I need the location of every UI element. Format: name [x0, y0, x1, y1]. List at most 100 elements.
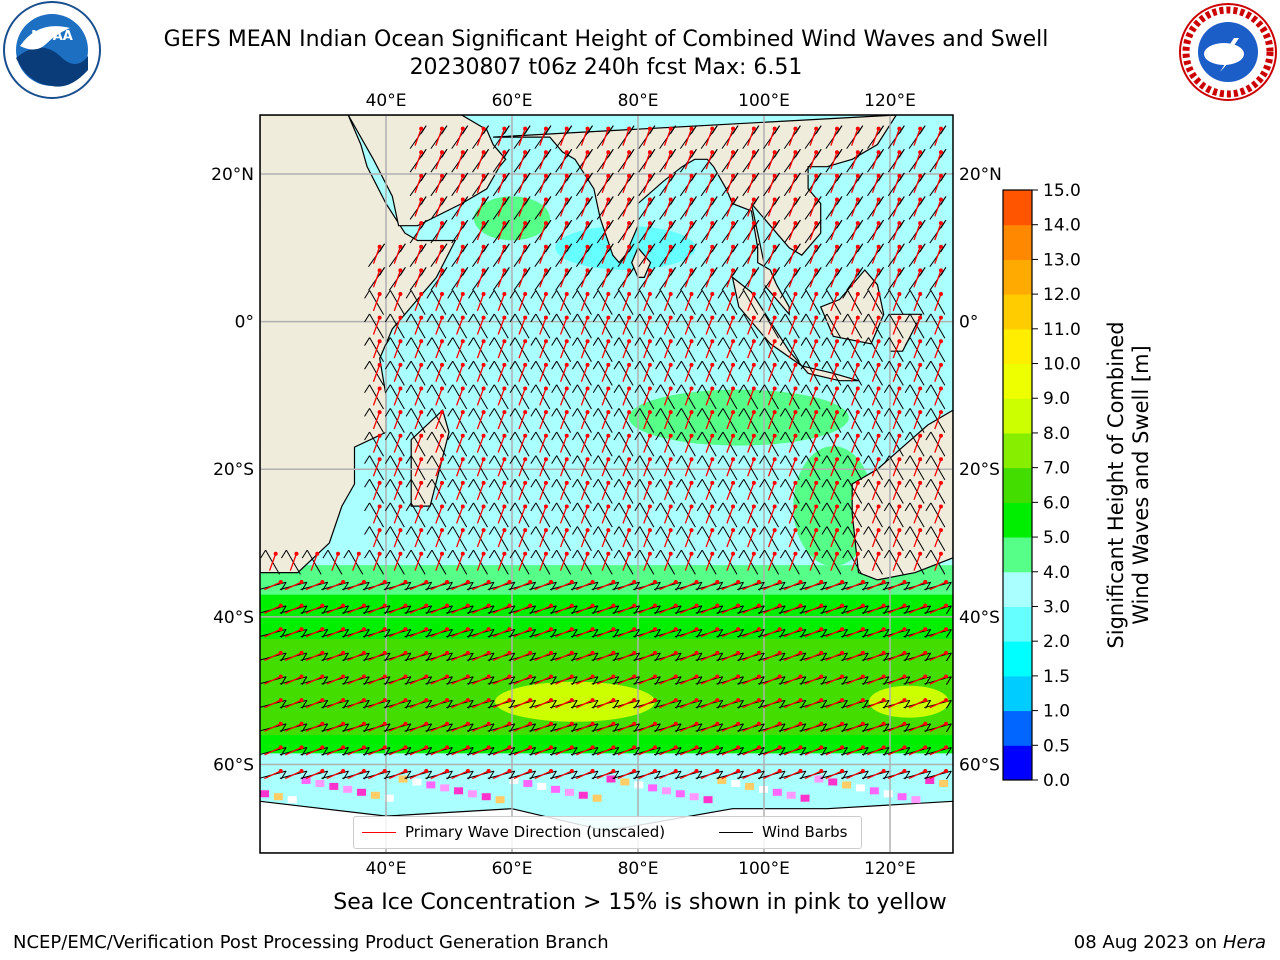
- wind-barb-flag: [384, 408, 391, 417]
- wave-direction-arrow: [347, 746, 365, 756]
- wave-direction-arrowhead: [938, 126, 943, 131]
- wave-direction-arrow: [788, 128, 797, 146]
- wave-direction-arrowhead: [647, 150, 652, 155]
- wave-direction-arrowhead: [918, 150, 923, 155]
- wave-direction-arrowhead: [694, 698, 699, 703]
- wind-barb-flag: [488, 478, 495, 488]
- wave-direction-arrow: [643, 506, 651, 524]
- wave-direction-arrowhead: [502, 268, 507, 273]
- wave-direction-arrow: [622, 553, 630, 571]
- wave-direction-arrow: [534, 652, 552, 662]
- wave-direction-arrow: [851, 222, 859, 241]
- wind-barb-flag: [655, 526, 662, 535]
- wave-direction-arrow: [518, 388, 526, 406]
- wave-direction-arrow: [913, 152, 921, 170]
- wind-barb-flag: [863, 313, 869, 323]
- wave-direction-arrow: [580, 293, 589, 312]
- wave-direction-arrowhead: [918, 480, 923, 485]
- wind-barb-flag: [945, 723, 952, 733]
- wave-direction-arrowhead: [668, 528, 673, 533]
- wave-direction-arrow: [622, 152, 630, 170]
- wind-barb-flag: [842, 431, 849, 441]
- wave-direction-arrow: [913, 459, 921, 477]
- legend-wind-barbs-swatch: [719, 832, 753, 833]
- wave-direction-arrowhead: [668, 244, 673, 249]
- wind-barb-flag: [717, 502, 724, 512]
- wind-barb-flag: [738, 526, 745, 535]
- wave-direction-arrowhead: [710, 315, 715, 320]
- wave-direction-arrowhead: [876, 126, 881, 131]
- wave-direction-arrowhead: [902, 698, 907, 703]
- wave-direction-arrow: [638, 699, 656, 709]
- colorbar-frame: [1002, 189, 1033, 781]
- wind-barb-flag: [462, 149, 469, 158]
- wave-direction-arrow: [596, 675, 614, 685]
- wave-direction-arrow: [513, 699, 531, 709]
- wave-direction-arrowhead: [756, 627, 761, 632]
- wave-direction-arrow: [539, 270, 547, 288]
- wave-direction-arrowhead: [377, 315, 382, 320]
- wind-barb-flag: [405, 478, 412, 488]
- wave-direction-arrowhead: [419, 386, 424, 391]
- wave-direction-arrowhead: [751, 221, 756, 226]
- wave-direction-arrow: [414, 341, 422, 359]
- wave-direction-arrow: [934, 199, 942, 217]
- wave-direction-arrowhead: [798, 674, 803, 679]
- wave-direction-arrow: [368, 605, 385, 614]
- wave-direction-arrowhead: [918, 339, 923, 344]
- wave-direction-arrowhead: [481, 126, 486, 131]
- wave-direction-arrow: [456, 317, 464, 335]
- wave-direction-arrow: [705, 246, 713, 264]
- wind-barb-flag: [774, 196, 781, 205]
- wave-direction-arrowhead: [606, 386, 611, 391]
- wind-barb-flag: [800, 455, 807, 464]
- wind-barb-flag: [655, 313, 662, 323]
- wave-direction-arrow: [435, 482, 443, 501]
- wind-barb-flag: [898, 219, 905, 229]
- wave-direction-arrow: [326, 581, 344, 591]
- wave-direction-arrowhead: [673, 698, 678, 703]
- wave-direction-arrowhead: [860, 580, 865, 585]
- wave-direction-arrow: [596, 581, 614, 591]
- wave-direction-arrowhead: [564, 480, 569, 485]
- wave-direction-arrowhead: [382, 627, 387, 632]
- wave-direction-arrowhead: [460, 268, 465, 273]
- wind-barb-flag: [420, 219, 427, 229]
- wind-barb-flag: [675, 313, 682, 323]
- wave-direction-arrowhead: [689, 126, 694, 131]
- wave-direction-arrow: [393, 364, 402, 382]
- wave-direction-arrowhead: [528, 580, 533, 585]
- wave-direction-arrow: [435, 222, 443, 241]
- wave-direction-arrowhead: [481, 315, 486, 320]
- wind-barb-flag: [364, 337, 370, 346]
- wave-direction-arrowhead: [647, 268, 652, 273]
- wave-direction-arrowhead: [398, 504, 403, 509]
- wave-direction-arrowhead: [278, 745, 283, 750]
- wind-barb-flag: [462, 219, 469, 229]
- wave-direction-arrowhead: [840, 768, 845, 773]
- wave-direction-arrowhead: [793, 197, 798, 202]
- wind-barb-flag: [405, 313, 412, 323]
- wave-direction-arrowhead: [627, 339, 632, 344]
- wave-direction-arrowhead: [840, 721, 845, 726]
- wave-direction-arrowhead: [481, 551, 486, 556]
- wave-direction-arrow: [518, 270, 526, 288]
- wave-direction-arrow: [576, 652, 593, 662]
- wind-barb-flag: [572, 502, 578, 512]
- wave-direction-arrow: [887, 699, 905, 709]
- wind-barb-flag: [945, 676, 952, 685]
- wave-direction-arrow: [830, 529, 838, 548]
- wave-direction-arrow: [726, 199, 734, 217]
- wave-direction-arrow: [580, 435, 589, 453]
- wave-direction-arrowhead: [439, 315, 444, 320]
- wave-direction-arrow: [372, 246, 381, 264]
- wave-direction-arrow: [638, 605, 656, 614]
- sea-ice-cell: [412, 778, 422, 786]
- lon-tick-label-bottom: 80°E: [618, 859, 659, 879]
- lat-tick-label-left: 0°: [235, 313, 254, 333]
- wind-barb-flag: [587, 172, 593, 182]
- wave-direction-arrow: [851, 364, 859, 382]
- lat-tick-label-right: 60°S: [959, 755, 1000, 775]
- wind-barb-flag: [863, 337, 869, 346]
- wave-direction-arrow: [705, 222, 713, 241]
